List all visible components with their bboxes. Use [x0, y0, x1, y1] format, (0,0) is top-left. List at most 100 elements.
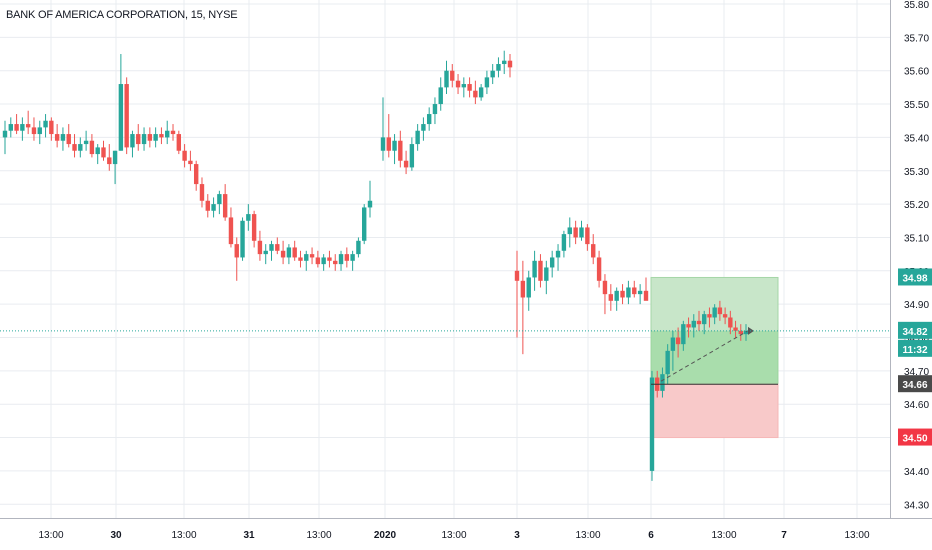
y-tick-label: 34.40 — [904, 467, 929, 478]
candle-body — [608, 294, 614, 301]
candle-body — [124, 84, 129, 148]
candle-body — [632, 287, 637, 295]
candle-body — [222, 194, 228, 218]
candle-body — [520, 280, 526, 298]
candle-body — [526, 277, 531, 298]
candle-body — [484, 77, 490, 88]
candle-body — [549, 257, 555, 268]
x-tick-label: 31 — [243, 530, 255, 541]
countdown-tag — [898, 339, 932, 357]
candle-body — [567, 227, 572, 235]
candle-body — [43, 120, 48, 128]
candle-body — [8, 124, 13, 131]
y-tick-label: 35.50 — [904, 100, 929, 111]
candle-body — [112, 150, 118, 165]
candle-body — [660, 374, 665, 391]
candle-body — [579, 227, 584, 238]
candle-body — [170, 130, 176, 135]
candle-body — [25, 124, 31, 128]
candle-body — [344, 254, 350, 261]
candle-body — [538, 260, 543, 281]
candle-body — [555, 250, 561, 258]
candle-body — [450, 70, 455, 81]
candle-body — [626, 287, 631, 298]
candle-body — [165, 130, 170, 138]
candle-body — [712, 307, 717, 318]
current-price-tag — [898, 321, 932, 339]
candle-body — [141, 134, 147, 145]
candle-body — [136, 134, 141, 145]
x-tick-label: 13:00 — [38, 530, 63, 541]
y-tick-label: 35.30 — [904, 167, 929, 178]
candle-body — [356, 240, 361, 255]
candle-body — [722, 314, 728, 318]
candle-body — [649, 377, 655, 471]
candle-body — [188, 160, 193, 165]
candle-body — [54, 134, 60, 141]
candle-body — [665, 350, 670, 375]
candle-body — [691, 320, 696, 328]
y-tick-label: 35.10 — [904, 233, 929, 244]
candle-body — [643, 290, 649, 301]
candle-body — [696, 320, 702, 325]
candle-body — [596, 257, 602, 281]
candle-body — [107, 157, 112, 165]
stop-price-tag-label: 34.50 — [902, 434, 927, 445]
candle-body — [614, 290, 619, 301]
candle-body — [670, 337, 676, 351]
candlestick-series — [2, 50, 749, 481]
current-price-tag-label: 34.82 — [902, 327, 927, 338]
candle-body — [507, 60, 513, 68]
candle-body — [321, 257, 326, 265]
candle-body — [514, 270, 520, 281]
candle-body — [409, 144, 415, 168]
candle-body — [101, 147, 106, 158]
candle-body — [421, 124, 426, 131]
candle-body — [380, 137, 386, 151]
x-tick-label: 3 — [514, 530, 520, 541]
candle-body — [426, 114, 432, 125]
candle-body — [338, 254, 344, 265]
candle-body — [681, 324, 686, 345]
candle-body — [733, 327, 738, 331]
candle-body — [66, 134, 71, 145]
candle-body — [702, 314, 707, 325]
candle-body — [83, 140, 89, 145]
candle-body — [78, 144, 83, 151]
candle-body — [37, 127, 42, 135]
candle-body — [234, 244, 239, 258]
candle-body — [269, 244, 274, 251]
target-price-tag-label: 34.98 — [902, 273, 927, 284]
candle-body — [280, 250, 286, 258]
y-tick-label: 35.80 — [904, 0, 929, 11]
time-axis[interactable]: 13:00 30 13:00 31 13:00 2020 13:00 3 13:00 6 13:00… — [0, 518, 932, 542]
candle-body — [2, 130, 8, 138]
candle-body — [461, 84, 467, 88]
x-tick-label: 13:00 — [306, 530, 331, 541]
x-tick-label: 13:00 — [171, 530, 196, 541]
y-tick-label: 35.40 — [904, 133, 929, 144]
candle-body — [675, 337, 681, 345]
position-tool[interactable] — [650, 276, 779, 439]
stop-price-tag — [898, 428, 932, 446]
candle-body — [478, 87, 484, 98]
candle-body — [304, 254, 309, 261]
candle-body — [490, 70, 495, 78]
candle-body — [309, 254, 315, 258]
candle-body — [686, 324, 691, 328]
target-price-tag — [898, 268, 932, 286]
y-tick-label: 35.20 — [904, 200, 929, 211]
y-tick-label: 34.90 — [904, 300, 929, 311]
candle-body — [415, 130, 420, 145]
candle-body — [432, 104, 438, 115]
candle-body — [95, 147, 100, 155]
y-tick-label: 34.80 — [904, 334, 929, 345]
y-tick-label: 34.30 — [904, 500, 929, 511]
candle-body — [14, 124, 19, 131]
candle-body — [193, 164, 199, 185]
loss-zone[interactable] — [650, 383, 779, 439]
x-tick-label: 13:00 — [441, 530, 466, 541]
entry-price-tag-label: 34.66 — [902, 380, 927, 391]
countdown-tag-label: 11:32 — [902, 345, 927, 356]
